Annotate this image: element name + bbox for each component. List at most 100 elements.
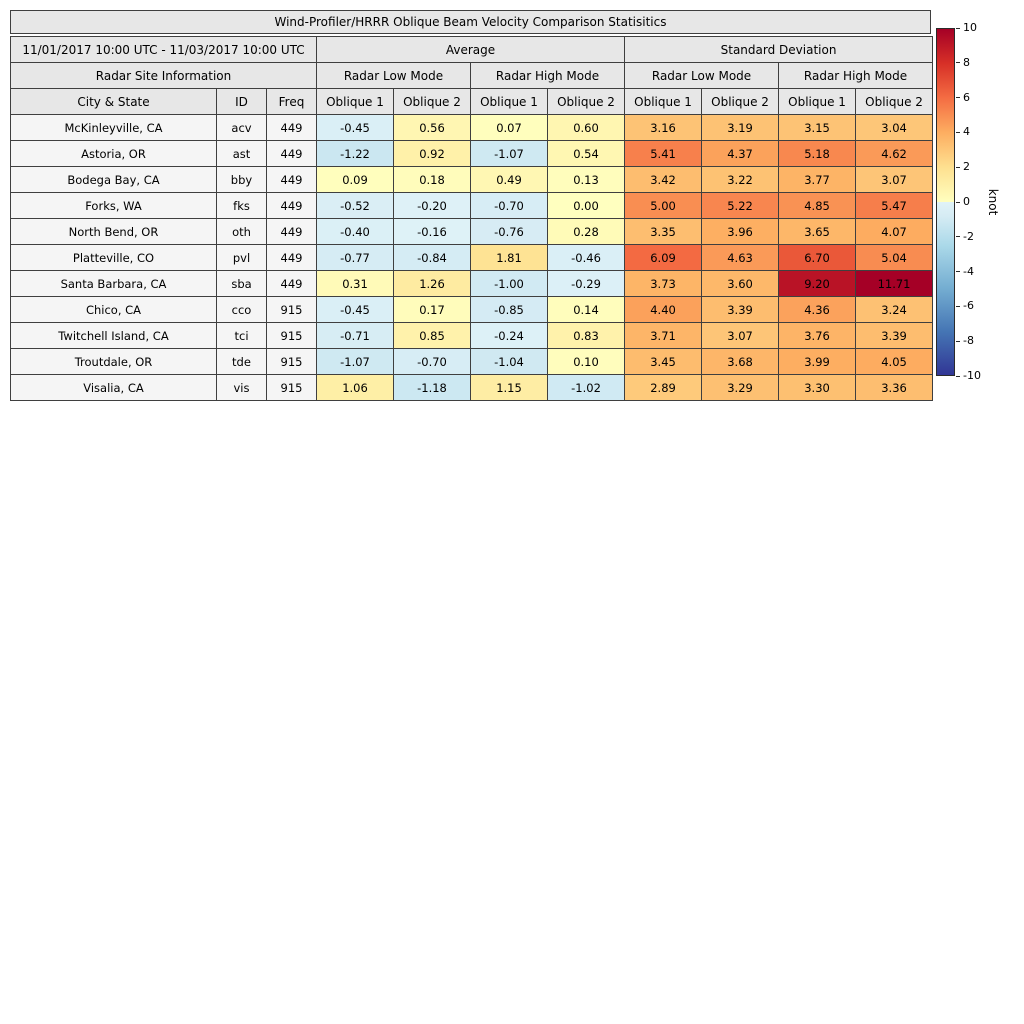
- value-cell: 0.07: [470, 114, 548, 141]
- col-header-id: ID: [216, 88, 267, 115]
- mode-header-std-high: Radar High Mode: [778, 62, 934, 89]
- colorbar-ticks: 10 8 6 4 2 0 -2 -4 -6 -8 -10: [936, 22, 1024, 382]
- value-cell: -0.71: [316, 322, 394, 349]
- freq-cell: 915: [266, 374, 317, 401]
- table-row: Platteville, CO pvl 449 -0.77 -0.84 1.81 -0.46…: [10, 244, 934, 271]
- site-id-cell: fks: [216, 192, 267, 219]
- value-cell: 3.39: [701, 296, 780, 323]
- site-id-cell: tde: [216, 348, 267, 375]
- col-header-oblique: Oblique 2: [855, 88, 934, 115]
- value-cell: -0.45: [316, 296, 394, 323]
- value-cell: 3.73: [624, 270, 703, 297]
- value-cell: 11.71: [855, 270, 934, 297]
- colorbar-tick-mark: [956, 131, 960, 133]
- value-cell: 0.18: [393, 166, 471, 193]
- value-cell: 5.41: [624, 140, 703, 167]
- site-id-cell: acv: [216, 114, 267, 141]
- colorbar-label: knot: [986, 188, 1000, 216]
- header-row-groups: 11/01/2017 10:00 UTC - 11/03/2017 10:00 …: [10, 36, 934, 63]
- value-cell: 3.71: [624, 322, 703, 349]
- value-cell: -0.24: [470, 322, 548, 349]
- value-cell: 3.77: [778, 166, 857, 193]
- value-cell: 0.54: [546, 140, 626, 167]
- table-row: Bodega Bay, CA bby 449 0.09 0.18 0.49 0.13 3.42…: [10, 166, 934, 193]
- table-row: Forks, WA fks 449 -0.52 -0.20 -0.70 0.00 5.00 5.…: [10, 192, 934, 219]
- city-cell: North Bend, OR: [10, 218, 217, 245]
- city-cell: Astoria, OR: [10, 140, 217, 167]
- city-cell: Twitchell Island, CA: [10, 322, 217, 349]
- freq-cell: 449: [266, 244, 317, 271]
- value-cell: 5.04: [855, 244, 934, 271]
- col-header-freq: Freq: [266, 88, 317, 115]
- freq-cell: 449: [266, 192, 317, 219]
- freq-cell: 449: [266, 270, 317, 297]
- colorbar-tick-mark: [956, 27, 960, 29]
- value-cell: 0.28: [546, 218, 626, 245]
- table-row: Twitchell Island, CA tci 915 -0.71 0.85 -0.24…: [10, 322, 934, 349]
- header-row-columns: City & State ID Freq Oblique 1 Oblique 2…: [10, 88, 934, 115]
- value-cell: 2.89: [624, 374, 703, 401]
- value-cell: -0.45: [316, 114, 394, 141]
- value-cell: 4.62: [855, 140, 934, 167]
- table-row: McKinleyville, CA acv 449 -0.45 0.56 0.07 0.60…: [10, 114, 934, 141]
- table-row: Santa Barbara, CA sba 449 0.31 1.26 -1.00 -0.2…: [10, 270, 934, 297]
- value-cell: -0.76: [470, 218, 548, 245]
- value-cell: -0.85: [470, 296, 548, 323]
- site-id-cell: bby: [216, 166, 267, 193]
- value-cell: -0.20: [393, 192, 471, 219]
- city-cell: Santa Barbara, CA: [10, 270, 217, 297]
- average-group-header: Average: [315, 36, 626, 63]
- colorbar-tick-label: -10: [963, 369, 981, 382]
- value-cell: -0.52: [316, 192, 394, 219]
- site-id-cell: sba: [216, 270, 267, 297]
- value-cell: -1.02: [546, 374, 626, 401]
- mode-header-avg-high: Radar High Mode: [469, 62, 626, 89]
- freq-cell: 449: [266, 114, 317, 141]
- city-cell: McKinleyville, CA: [10, 114, 217, 141]
- colorbar-gradient: [936, 28, 955, 376]
- value-cell: 0.85: [393, 322, 471, 349]
- value-cell: -0.40: [316, 218, 394, 245]
- col-header-oblique: Oblique 1: [778, 88, 857, 115]
- colorbar-tick-label: 0: [963, 195, 970, 208]
- colorbar-tick-mark: [956, 271, 960, 273]
- col-header-oblique: Oblique 2: [546, 88, 626, 115]
- value-cell: 4.40: [624, 296, 703, 323]
- col-header-city: City & State: [10, 88, 217, 115]
- date-range-header: 11/01/2017 10:00 UTC - 11/03/2017 10:00 …: [10, 36, 317, 63]
- value-cell: -1.07: [470, 140, 548, 167]
- value-cell: 5.00: [624, 192, 703, 219]
- value-cell: -1.18: [393, 374, 471, 401]
- value-cell: 3.68: [701, 348, 780, 375]
- value-cell: 3.60: [701, 270, 780, 297]
- value-cell: 3.22: [701, 166, 780, 193]
- city-cell: Forks, WA: [10, 192, 217, 219]
- site-id-cell: pvl: [216, 244, 267, 271]
- stddev-group-header: Standard Deviation: [624, 36, 934, 63]
- colorbar-tick-label: 2: [963, 160, 970, 174]
- value-cell: 0.60: [546, 114, 626, 141]
- value-cell: 0.83: [546, 322, 626, 349]
- colorbar-tick-label: 4: [963, 125, 970, 139]
- table-row: Visalia, CA vis 915 1.06 -1.18 1.15 -1.02 2.89 3…: [10, 374, 934, 401]
- value-cell: 3.36: [855, 374, 934, 401]
- table-row: Troutdale, OR tde 915 -1.07 -0.70 -1.04 0.10 3.…: [10, 348, 934, 375]
- wind-profiler-stats-figure: Wind-Profiler/HRRR Oblique Beam Velocity…: [10, 10, 934, 401]
- value-cell: 3.07: [701, 322, 780, 349]
- table-row: Chico, CA cco 915 -0.45 0.17 -0.85 0.14 4.40 3.3…: [10, 296, 934, 323]
- city-cell: Bodega Bay, CA: [10, 166, 217, 193]
- value-cell: 9.20: [778, 270, 857, 297]
- value-cell: 3.04: [855, 114, 934, 141]
- value-cell: -0.70: [470, 192, 548, 219]
- value-cell: 1.06: [316, 374, 394, 401]
- table-row: Astoria, OR ast 449 -1.22 0.92 -1.07 0.54 5.41 4…: [10, 140, 934, 167]
- value-cell: 3.24: [855, 296, 934, 323]
- value-cell: 3.96: [701, 218, 780, 245]
- value-cell: 6.70: [778, 244, 857, 271]
- value-cell: 0.09: [316, 166, 394, 193]
- col-header-oblique: Oblique 1: [316, 88, 394, 115]
- value-cell: -1.22: [316, 140, 394, 167]
- value-cell: 5.22: [701, 192, 780, 219]
- value-cell: 0.92: [393, 140, 471, 167]
- value-cell: 3.42: [624, 166, 703, 193]
